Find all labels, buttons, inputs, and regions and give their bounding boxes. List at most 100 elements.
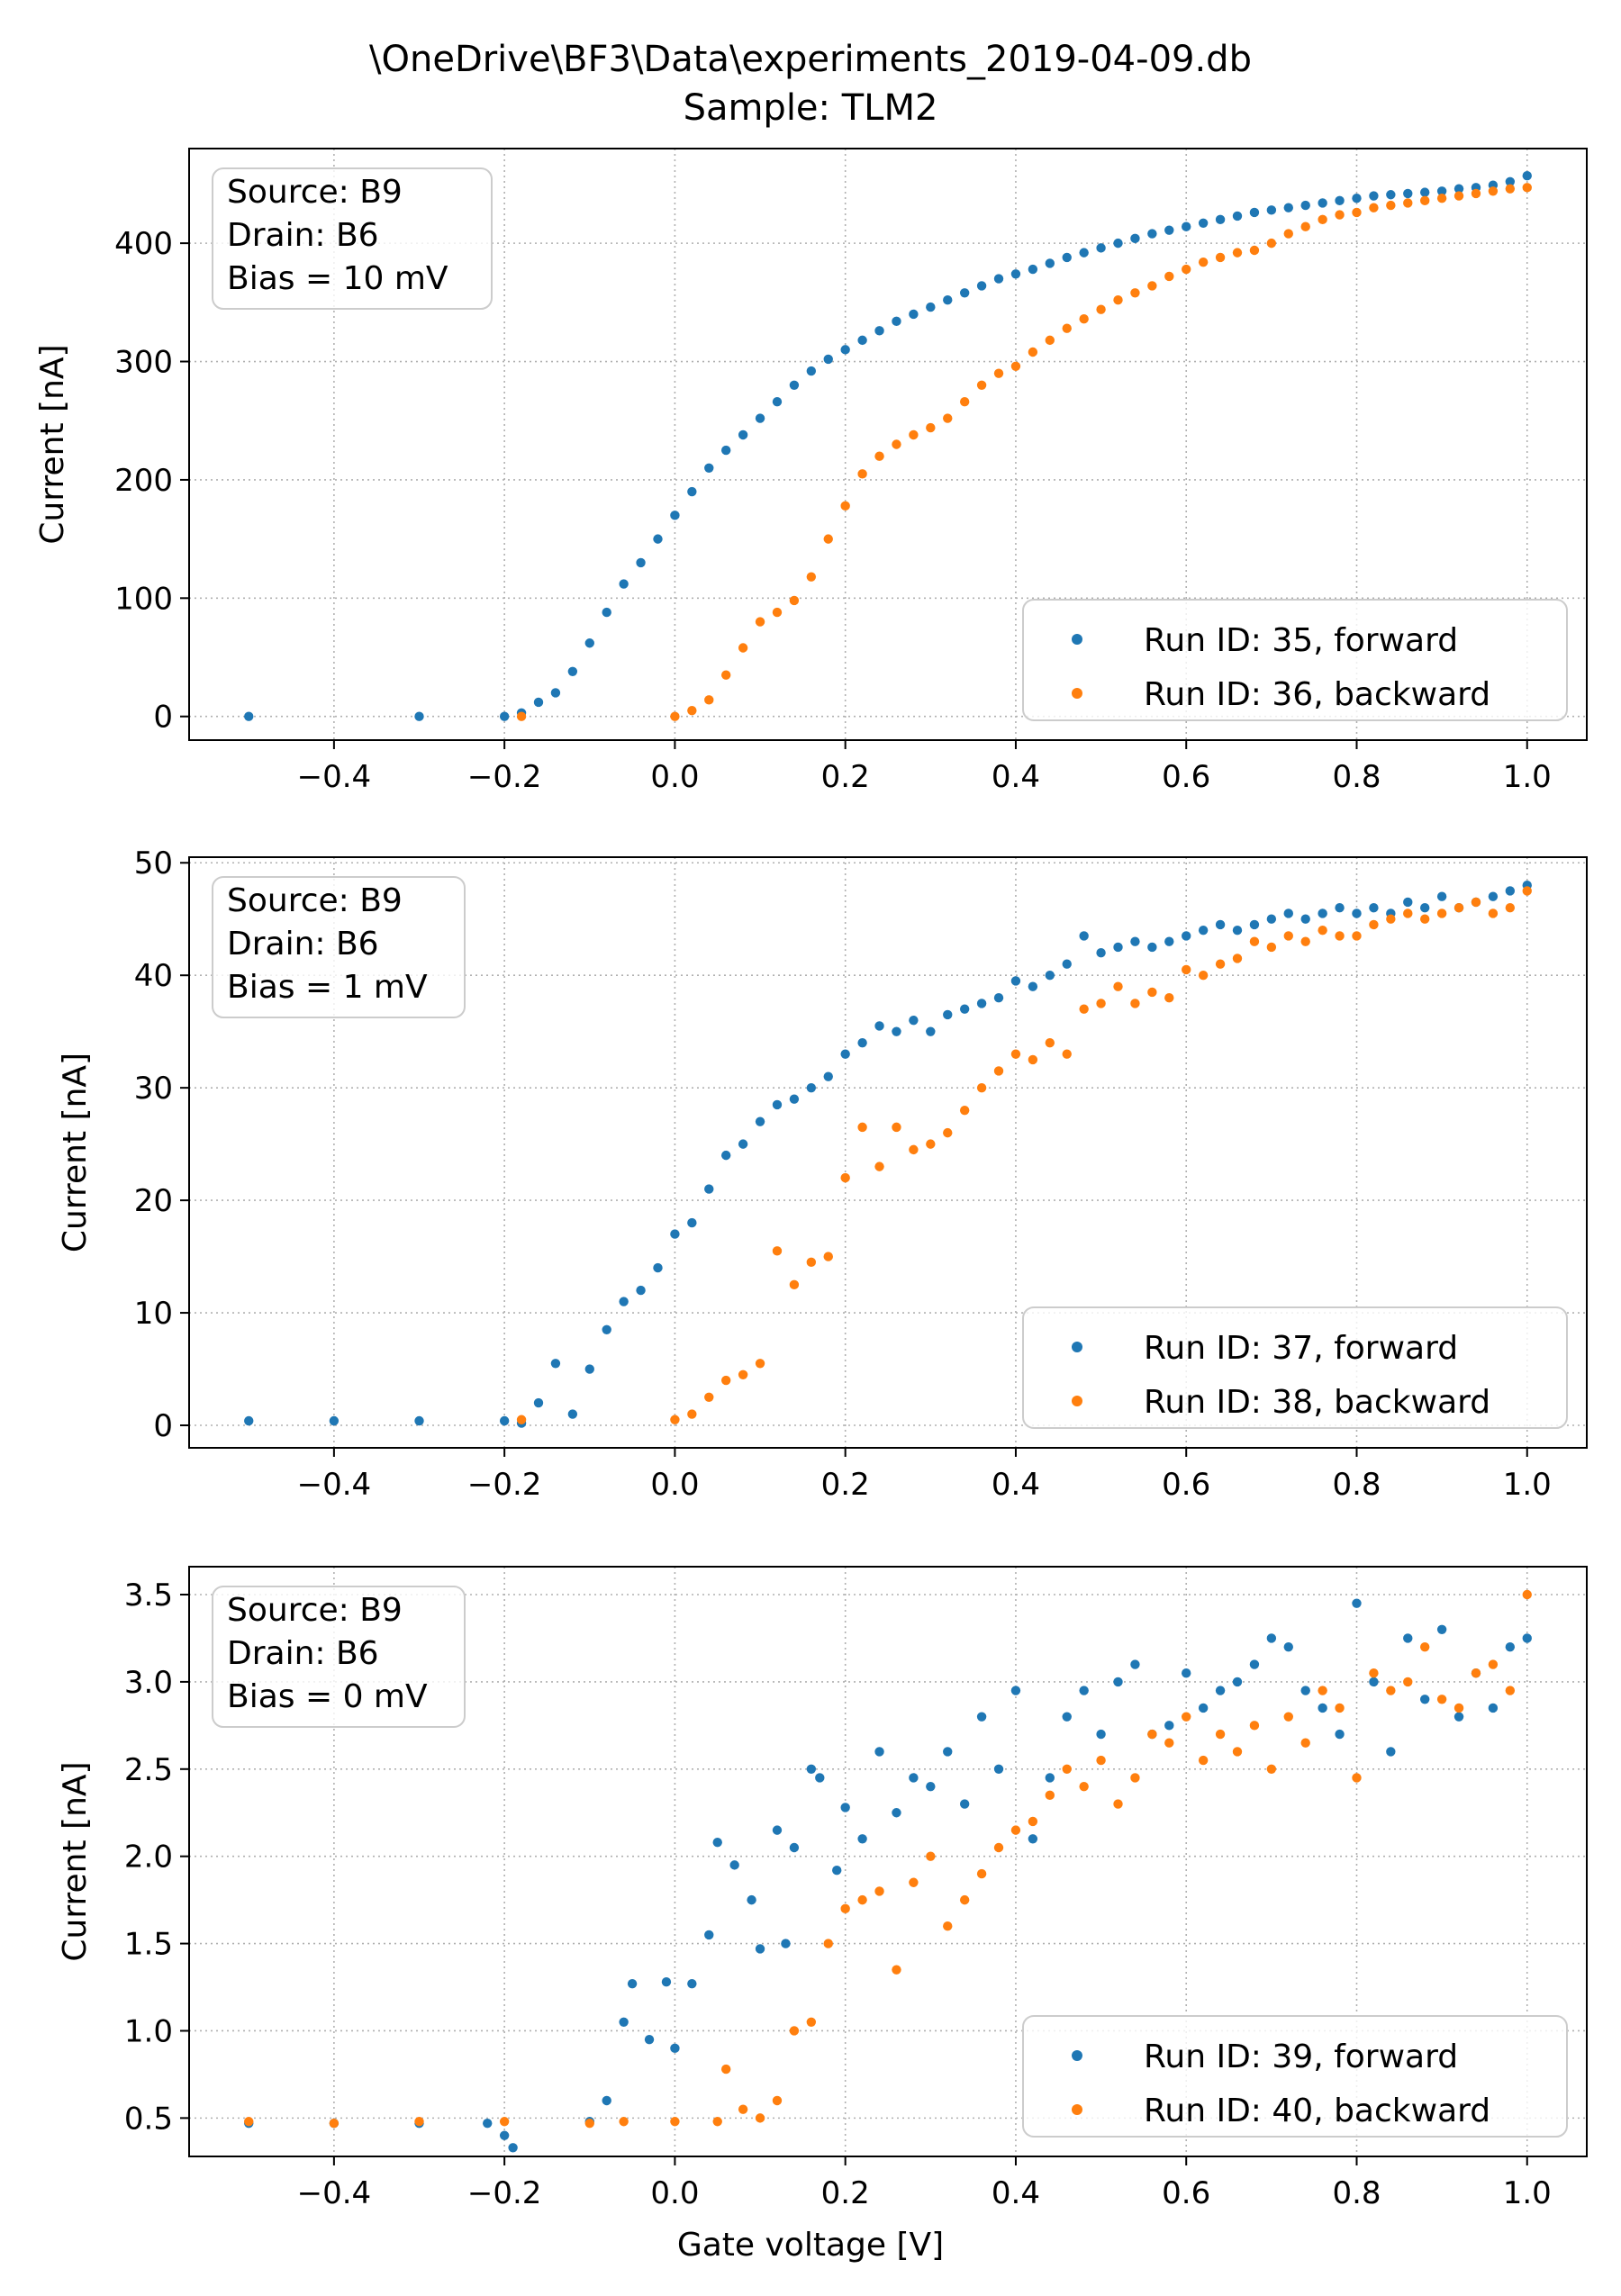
data-point bbox=[959, 1004, 970, 1014]
data-point bbox=[414, 1415, 424, 1426]
data-point bbox=[1266, 205, 1277, 215]
data-point bbox=[1386, 1747, 1396, 1757]
data-point bbox=[1283, 1641, 1293, 1652]
data-point bbox=[636, 557, 646, 568]
data-point bbox=[755, 413, 765, 423]
legend-marker bbox=[1072, 1342, 1082, 1352]
data-point bbox=[892, 1122, 901, 1133]
y-tick-label: 300 bbox=[114, 345, 173, 381]
data-point bbox=[993, 368, 1004, 378]
plot-frame bbox=[188, 1566, 1588, 2157]
data-point bbox=[1335, 903, 1345, 913]
data-point bbox=[1318, 214, 1327, 225]
x-tick-label: 0.8 bbox=[1332, 759, 1381, 795]
x-tick-label: 0.6 bbox=[1162, 2175, 1210, 2211]
data-point bbox=[1335, 1729, 1345, 1740]
data-point bbox=[1096, 243, 1106, 253]
plot-frame bbox=[188, 148, 1588, 741]
data-point bbox=[789, 2026, 800, 2036]
data-point bbox=[1369, 919, 1379, 930]
data-point bbox=[1471, 1668, 1481, 1678]
data-point bbox=[1215, 1686, 1226, 1695]
data-point bbox=[789, 1094, 800, 1104]
data-point bbox=[1215, 919, 1226, 930]
data-point bbox=[976, 380, 987, 390]
data-point bbox=[499, 711, 510, 721]
data-point bbox=[738, 1369, 748, 1379]
data-point bbox=[1369, 191, 1379, 201]
data-point bbox=[738, 2104, 748, 2114]
data-point bbox=[943, 413, 953, 423]
data-point bbox=[1488, 891, 1499, 901]
data-point bbox=[1505, 903, 1516, 913]
annotation-line: Source: B9 bbox=[227, 882, 403, 919]
data-point bbox=[1010, 269, 1021, 279]
data-point bbox=[772, 1246, 783, 1256]
data-point bbox=[1300, 936, 1310, 946]
series-2 bbox=[516, 886, 1532, 1424]
data-point bbox=[1453, 903, 1464, 913]
x-tick-label: 0.4 bbox=[992, 1467, 1040, 1503]
data-point bbox=[1232, 248, 1243, 258]
data-point bbox=[993, 274, 1004, 284]
data-point bbox=[1436, 891, 1447, 901]
data-point bbox=[857, 469, 867, 479]
data-point bbox=[943, 1009, 953, 1020]
data-point bbox=[1130, 1773, 1140, 1783]
data-point bbox=[806, 572, 817, 582]
data-point bbox=[1113, 942, 1123, 953]
data-point bbox=[329, 1415, 340, 1426]
data-point bbox=[1198, 1755, 1209, 1766]
data-point bbox=[1182, 264, 1191, 275]
data-point bbox=[823, 1071, 833, 1081]
panel-2: −0.4 −0.2 0.0 0.2 0.4 0.6 0.8 1.0 0 10 20 30 40 50 Cur… bbox=[57, 845, 1588, 1503]
data-point bbox=[772, 1099, 783, 1110]
data-point bbox=[993, 1764, 1004, 1774]
data-point bbox=[806, 366, 817, 376]
data-point bbox=[1283, 931, 1293, 941]
data-point bbox=[619, 2117, 629, 2127]
data-point bbox=[943, 294, 953, 305]
data-point bbox=[1045, 258, 1055, 268]
data-point bbox=[1062, 959, 1072, 969]
data-point bbox=[1419, 187, 1430, 197]
data-point bbox=[1352, 1773, 1362, 1783]
data-point bbox=[533, 697, 544, 708]
data-point bbox=[1318, 926, 1327, 936]
data-point bbox=[943, 1127, 953, 1138]
data-point bbox=[1215, 214, 1226, 225]
data-point bbox=[806, 2017, 817, 2027]
annotation-line: Bias = 10 mV bbox=[227, 260, 448, 297]
data-point bbox=[1318, 908, 1327, 918]
x-tick-label: 0.0 bbox=[650, 759, 699, 795]
data-point bbox=[1403, 198, 1413, 208]
data-point bbox=[1062, 1049, 1072, 1059]
legend-label: Run ID: 38, backward bbox=[1144, 1384, 1490, 1421]
data-point bbox=[1232, 1747, 1243, 1757]
data-point bbox=[1096, 999, 1106, 1008]
data-point bbox=[1300, 1686, 1310, 1695]
data-point bbox=[329, 2118, 340, 2129]
figure-title-line1: \OneDrive\BF3\Data\experiments_2019-04-0… bbox=[369, 39, 1252, 80]
data-point bbox=[1266, 238, 1277, 249]
data-point bbox=[857, 335, 867, 346]
data-point bbox=[1028, 981, 1038, 991]
data-point bbox=[926, 1026, 936, 1036]
data-point bbox=[653, 1262, 663, 1273]
data-point bbox=[1079, 1781, 1089, 1792]
data-point bbox=[1182, 931, 1191, 941]
data-point bbox=[1369, 1668, 1379, 1678]
x-tick-label: 0.8 bbox=[1332, 2175, 1381, 2211]
data-point bbox=[1215, 1729, 1226, 1740]
annotation-line: Drain: B6 bbox=[227, 1635, 379, 1672]
data-point bbox=[1352, 931, 1362, 941]
data-point bbox=[823, 534, 833, 544]
data-point bbox=[1300, 200, 1310, 211]
data-point bbox=[1164, 1738, 1174, 1748]
data-point bbox=[1130, 1659, 1140, 1669]
annotation-box bbox=[212, 876, 466, 1018]
data-point bbox=[1300, 221, 1310, 231]
data-point bbox=[584, 1364, 594, 1374]
y-axis-label: Current [nA] bbox=[57, 1053, 94, 1252]
